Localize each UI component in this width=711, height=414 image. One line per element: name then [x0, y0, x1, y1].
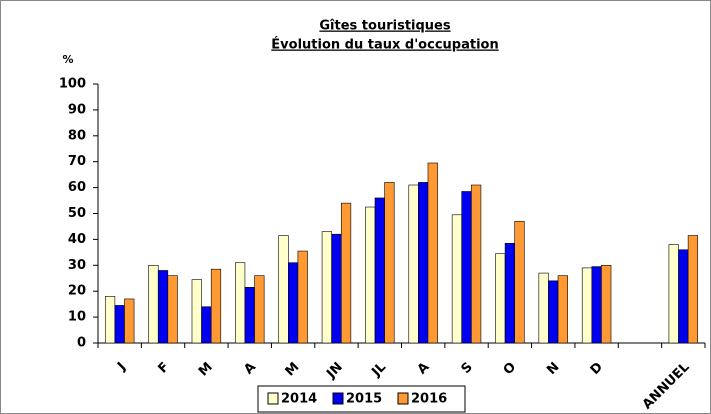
y-tick-label: 30: [68, 258, 86, 273]
bar: [340, 202, 352, 344]
bar: [668, 244, 679, 344]
y-tick-label: 70: [68, 154, 86, 169]
bar: [581, 267, 593, 344]
bar: [538, 272, 549, 344]
bar: [504, 242, 515, 344]
bar: [471, 184, 482, 344]
bar: [321, 231, 332, 344]
bar: [451, 214, 463, 344]
y-tick-label: 60: [68, 180, 86, 195]
bar: [104, 296, 116, 344]
y-tick-label: 50: [68, 206, 86, 221]
bar: [114, 305, 125, 344]
bar: [601, 264, 612, 344]
y-tick-label: 40: [68, 232, 86, 247]
legend-swatch: [267, 392, 279, 405]
bar: [201, 306, 212, 344]
legend-swatch: [397, 392, 409, 405]
bar: [254, 275, 265, 344]
y-tick-label: 100: [59, 77, 86, 92]
bar: [548, 280, 559, 344]
bar: [384, 182, 395, 344]
bar: [495, 253, 506, 344]
chart-subtitle: Évolution du taux d'occupation: [271, 37, 498, 53]
bar: [167, 275, 178, 344]
bar: [148, 264, 159, 344]
bar: [678, 249, 689, 344]
bar: [514, 220, 525, 344]
bar: [427, 162, 438, 344]
bar: [124, 298, 135, 344]
bar: [408, 184, 419, 344]
y-tick-label: 90: [68, 102, 86, 117]
y-tick-label: 10: [68, 310, 86, 325]
bar: [157, 270, 169, 344]
y-tick-label: 20: [68, 284, 86, 299]
bar: [191, 279, 202, 344]
legend: [257, 385, 466, 413]
legend-label: 2016: [411, 392, 447, 407]
legend-label: 2014: [281, 392, 317, 407]
bar: [297, 250, 308, 344]
y-tick-label: 80: [68, 128, 86, 143]
legend-label: 2015: [346, 392, 382, 407]
chart-title: Gîtes touristiques: [319, 19, 450, 34]
bar: [374, 197, 385, 344]
bar: [288, 262, 299, 344]
bar: [591, 266, 602, 344]
bar: [331, 233, 342, 344]
bar: [278, 235, 289, 344]
y-axis-label: %: [62, 53, 73, 66]
bar: [418, 182, 429, 344]
bar: [244, 287, 255, 344]
bar: [365, 206, 376, 344]
bar: [461, 191, 472, 344]
bar: [687, 235, 699, 344]
y-tick-label: 0: [77, 336, 86, 351]
legend-swatch: [332, 392, 344, 405]
bar: [210, 268, 222, 344]
bar: [557, 275, 568, 344]
bar: [235, 262, 246, 344]
